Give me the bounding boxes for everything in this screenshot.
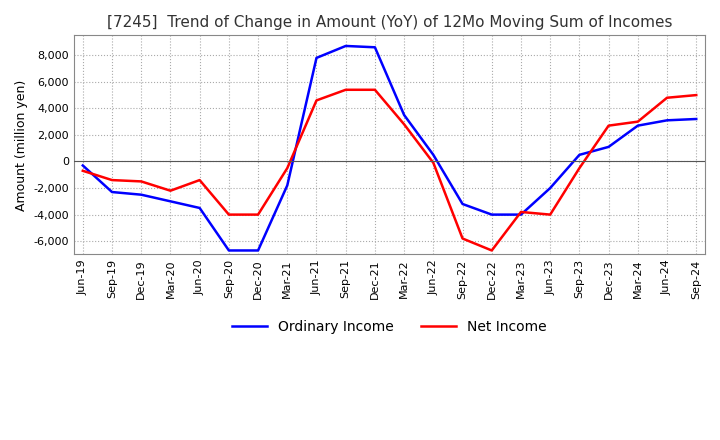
Ordinary Income — [371, 44, 379, 50]
Net Income — [517, 209, 526, 215]
Net Income — [253, 212, 262, 217]
Legend: Ordinary Income, Net Income: Ordinary Income, Net Income — [227, 315, 552, 340]
Net Income — [604, 123, 613, 128]
Line: Net Income: Net Income — [83, 90, 696, 250]
Ordinary Income — [225, 248, 233, 253]
Net Income — [78, 168, 87, 173]
Ordinary Income — [78, 163, 87, 168]
Ordinary Income — [575, 152, 584, 158]
Y-axis label: Amount (million yen): Amount (million yen) — [15, 79, 28, 210]
Ordinary Income — [692, 116, 701, 121]
Ordinary Income — [458, 202, 467, 207]
Ordinary Income — [253, 248, 262, 253]
Net Income — [371, 87, 379, 92]
Ordinary Income — [195, 205, 204, 211]
Ordinary Income — [341, 43, 350, 48]
Ordinary Income — [662, 117, 671, 123]
Net Income — [166, 188, 175, 193]
Net Income — [108, 177, 117, 183]
Ordinary Income — [312, 55, 321, 61]
Net Income — [225, 212, 233, 217]
Ordinary Income — [108, 189, 117, 194]
Ordinary Income — [429, 152, 438, 158]
Net Income — [341, 87, 350, 92]
Ordinary Income — [283, 183, 292, 188]
Net Income — [400, 122, 408, 127]
Net Income — [195, 177, 204, 183]
Ordinary Income — [137, 192, 145, 197]
Ordinary Income — [400, 112, 408, 117]
Net Income — [487, 248, 496, 253]
Title: [7245]  Trend of Change in Amount (YoY) of 12Mo Moving Sum of Incomes: [7245] Trend of Change in Amount (YoY) o… — [107, 15, 672, 30]
Net Income — [634, 119, 642, 124]
Ordinary Income — [487, 212, 496, 217]
Ordinary Income — [546, 185, 554, 191]
Ordinary Income — [604, 144, 613, 150]
Ordinary Income — [166, 199, 175, 204]
Net Income — [546, 212, 554, 217]
Net Income — [429, 160, 438, 165]
Ordinary Income — [517, 212, 526, 217]
Net Income — [283, 165, 292, 171]
Ordinary Income — [634, 123, 642, 128]
Net Income — [692, 92, 701, 98]
Line: Ordinary Income: Ordinary Income — [83, 46, 696, 250]
Net Income — [575, 165, 584, 171]
Net Income — [312, 98, 321, 103]
Net Income — [137, 179, 145, 184]
Net Income — [662, 95, 671, 100]
Net Income — [458, 236, 467, 241]
